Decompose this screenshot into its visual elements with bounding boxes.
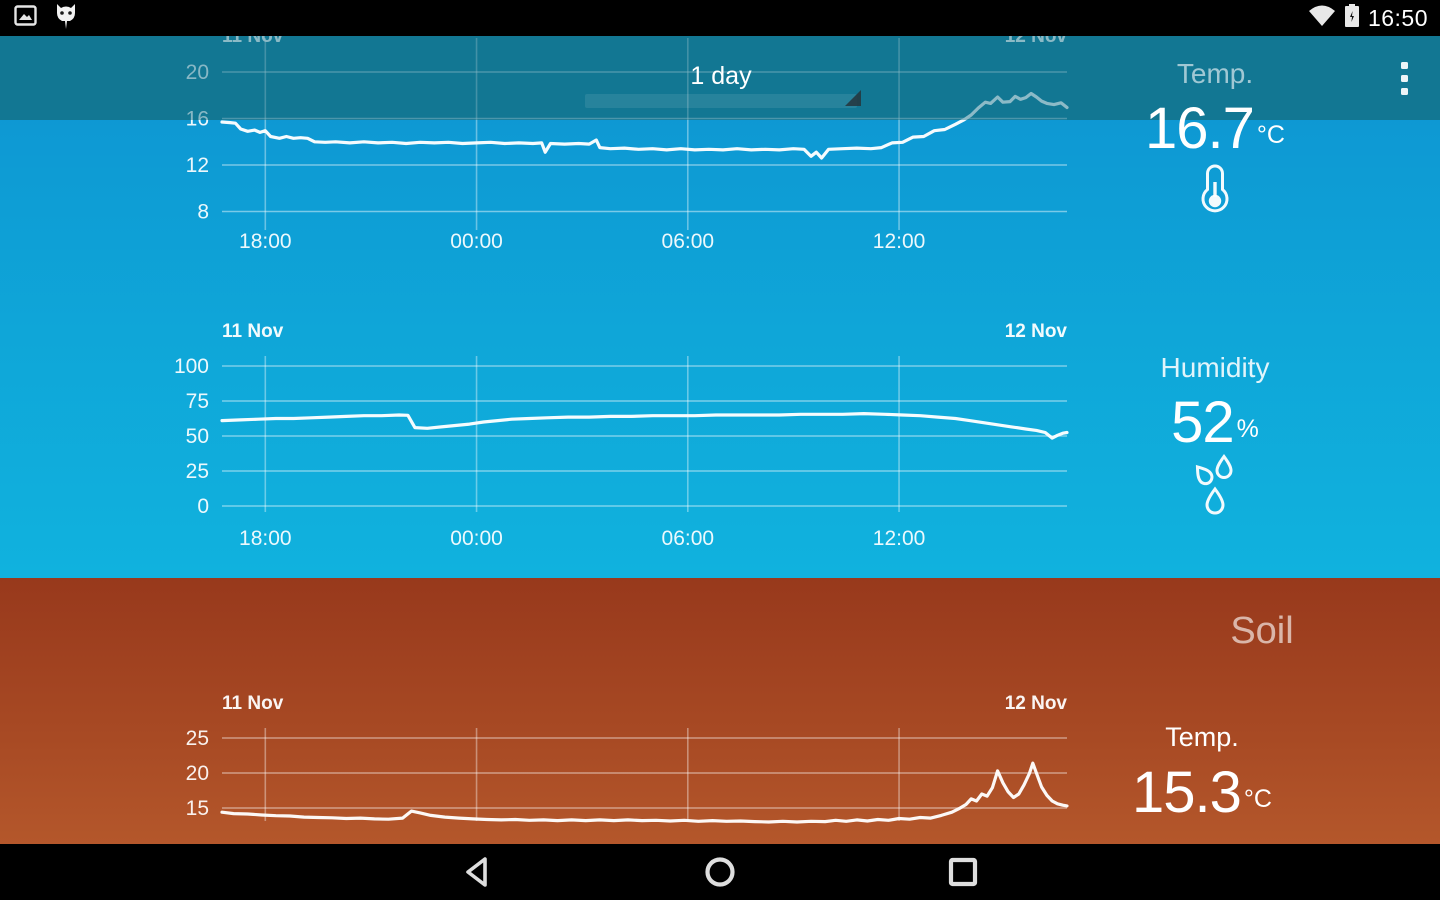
- back-icon: [466, 857, 487, 887]
- humidity-value: 52%: [1075, 394, 1355, 452]
- soil-temp-value: 15.3 °C: [1062, 764, 1342, 822]
- svg-text:0: 0: [197, 495, 209, 518]
- kebab-dot: [1400, 87, 1408, 95]
- svg-text:00:00: 00:00: [450, 230, 503, 253]
- humidity-label: Humidity: [1160, 352, 1270, 383]
- svg-text:75: 75: [186, 390, 209, 413]
- humidity-chart[interactable]: 0 25 50 75 100 18:00 00:00 06:00 12:00 11 Nov 12 N…: [0, 315, 1440, 560]
- svg-text:18:00: 18:00: [239, 230, 292, 253]
- svg-text:12:00: 12:00: [873, 230, 926, 253]
- air-header-band: [0, 36, 1440, 120]
- overflow-menu-button[interactable]: [1384, 52, 1424, 104]
- spinner-underline: [585, 94, 857, 108]
- period-selector[interactable]: 1 day: [575, 58, 867, 110]
- screenshot-icon: [14, 5, 37, 31]
- droplets-icon: [1075, 452, 1355, 525]
- svg-text:12 Nov: 12 Nov: [1005, 321, 1068, 342]
- kebab-dot: [1400, 61, 1408, 69]
- soil-section-background: [0, 578, 1440, 844]
- wifi-icon: [1308, 4, 1336, 32]
- recents-button[interactable]: [903, 844, 1023, 900]
- svg-text:50: 50: [186, 425, 209, 448]
- battery-icon: [1344, 3, 1360, 33]
- svg-text:100: 100: [174, 355, 209, 378]
- svg-text:20: 20: [186, 762, 209, 785]
- svg-text:11 Nov: 11 Nov: [222, 693, 284, 714]
- back-button[interactable]: [420, 844, 540, 900]
- air-temp-value: 16.7 °C: [1075, 100, 1355, 158]
- navigation-bar: [0, 844, 1440, 900]
- kebab-dot: [1400, 74, 1408, 82]
- svg-text:00:00: 00:00: [450, 527, 503, 550]
- svg-text:8: 8: [197, 201, 209, 224]
- soil-temp-number: 15.3: [1132, 760, 1242, 825]
- humidity-unit: %: [1236, 415, 1259, 443]
- soil-temp-label: Temp.: [1165, 722, 1239, 752]
- svg-text:06:00: 06:00: [662, 527, 715, 550]
- svg-text:12: 12: [186, 154, 209, 177]
- svg-text:12:00: 12:00: [873, 527, 926, 550]
- svg-text:11 Nov: 11 Nov: [222, 36, 284, 47]
- spinner-handle-icon: [845, 90, 861, 106]
- svg-text:25: 25: [186, 460, 209, 483]
- svg-text:20: 20: [186, 61, 209, 84]
- svg-text:15: 15: [186, 797, 209, 820]
- air-temp-unit: °C: [1256, 121, 1285, 149]
- air-temp-chart[interactable]: 8 12 16 20 18:00 00:00 06:00 12:00 11 Nov 12 Nov: [0, 36, 1440, 266]
- svg-text:11 Nov: 11 Nov: [222, 321, 284, 342]
- thermometer-icon: [1075, 162, 1355, 219]
- air-temp-number: 16.7: [1145, 96, 1255, 161]
- air-temp-label: Temp.: [1176, 58, 1254, 89]
- status-bar: 16:50: [0, 0, 1440, 36]
- period-selector-value: 1 day: [690, 62, 752, 90]
- soil-temp-chart[interactable]: 15 20 25 11 Nov 12 Nov: [0, 688, 1440, 844]
- humidity-number: 52: [1171, 390, 1235, 455]
- home-icon: [705, 857, 735, 887]
- svg-text:06:00: 06:00: [662, 230, 715, 253]
- home-button[interactable]: [660, 844, 780, 900]
- soil-title: Soil: [1230, 610, 1294, 652]
- svg-text:12 Nov: 12 Nov: [1005, 36, 1068, 47]
- cat-icon: [53, 1, 79, 36]
- svg-text:18:00: 18:00: [239, 527, 292, 550]
- svg-text:25: 25: [186, 727, 209, 750]
- soil-temp-unit: °C: [1243, 785, 1272, 813]
- svg-text:12 Nov: 12 Nov: [1005, 693, 1068, 714]
- status-time: 16:50: [1367, 4, 1428, 31]
- recents-icon: [948, 857, 978, 887]
- svg-text:16: 16: [186, 108, 209, 131]
